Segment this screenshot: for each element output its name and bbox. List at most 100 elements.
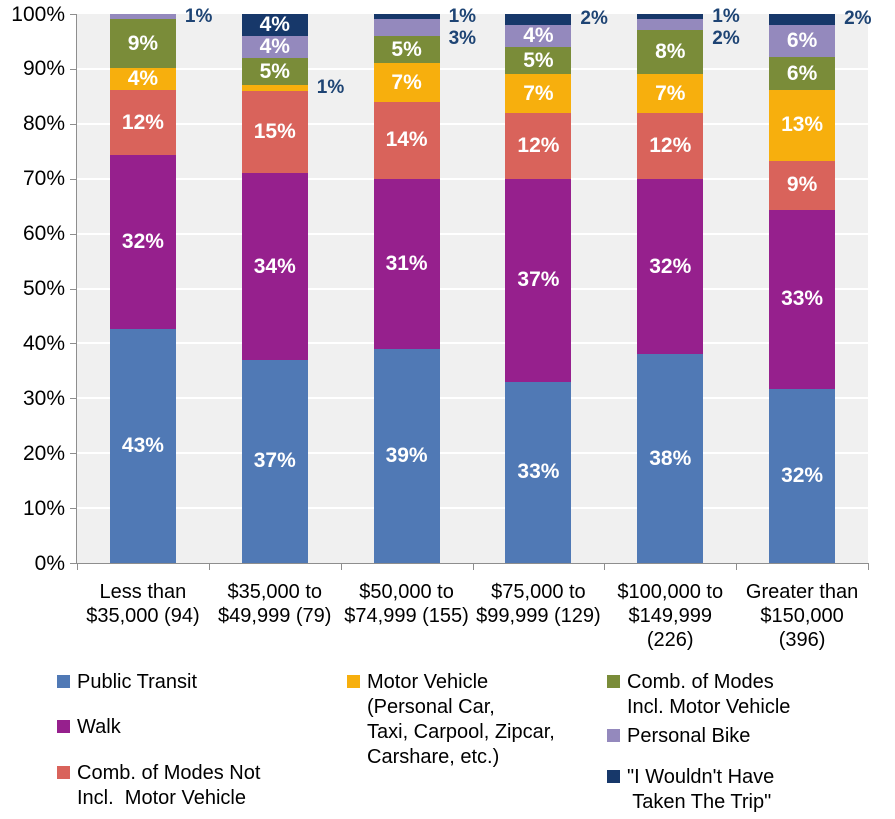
bar-segment-cat2-series1: 31% bbox=[373, 178, 440, 349]
segment-label-wrap: 7% bbox=[374, 63, 440, 101]
segment-label-wrap: 4% bbox=[242, 35, 308, 58]
segment-label-wrap: 12% bbox=[637, 113, 703, 179]
x-category-label-line: Less than bbox=[99, 581, 187, 603]
segment-label-wrap: 33% bbox=[769, 210, 835, 389]
x-tick-3 bbox=[472, 563, 474, 570]
bar-segment-cat4-series3: 7% bbox=[637, 74, 704, 113]
bar-segment-cat2-series6 bbox=[373, 14, 440, 20]
x-category-label-2: $50,000 to $74,999 (155) bbox=[335, 580, 479, 628]
gridline-70 bbox=[77, 177, 868, 180]
segment-data-label: 12% bbox=[649, 133, 692, 157]
segment-label-wrap: 39% bbox=[374, 349, 440, 563]
bar-segment-cat2-series2: 14% bbox=[373, 101, 440, 179]
bar-segment-cat5-series5: 6% bbox=[769, 24, 836, 58]
bar-segment-cat5-series1: 33% bbox=[769, 209, 836, 390]
y-tick-100 bbox=[70, 14, 76, 15]
y-tick-label-30: 30% bbox=[22, 386, 65, 410]
legend-label-line: (Personal Car, bbox=[367, 696, 495, 718]
x-category-label-line: (226) bbox=[646, 629, 694, 651]
bar-segment-cat0-series0: 43% bbox=[109, 329, 176, 563]
segment-label-wrap: 32% bbox=[769, 389, 835, 563]
bar-segment-cat5-series3: 13% bbox=[769, 90, 836, 161]
bar-segment-cat2-series4: 5% bbox=[373, 35, 440, 64]
segment-data-label: 5% bbox=[523, 48, 554, 72]
bar-segment-cat0-series3: 4% bbox=[109, 67, 176, 90]
segment-label-wrap: 14% bbox=[374, 102, 440, 179]
segment-data-label: 33% bbox=[517, 460, 560, 484]
bar-segment-cat3-series4: 5% bbox=[505, 46, 572, 75]
segment-outside-label: 2% bbox=[844, 8, 872, 30]
bar-segment-cat3-series2: 12% bbox=[505, 112, 572, 179]
bar-segment-cat5-series4: 6% bbox=[769, 57, 836, 91]
bar-segment-cat3-series5: 4% bbox=[505, 23, 572, 47]
legend-label-line: Walk bbox=[77, 716, 121, 738]
bar-segment-cat4-series5 bbox=[637, 19, 704, 31]
segment-outside-label: 3% bbox=[448, 28, 477, 49]
segment-data-label: 37% bbox=[517, 268, 560, 292]
bar-segment-cat5-series0: 32% bbox=[769, 389, 836, 563]
segment-label-wrap: 38% bbox=[637, 354, 703, 563]
gridline-20 bbox=[77, 452, 868, 455]
legend-item-label: Walk bbox=[77, 715, 121, 740]
legend-item-label: Public Transit bbox=[77, 670, 197, 695]
segment-data-label: 6% bbox=[786, 29, 818, 53]
x-axis-line bbox=[76, 563, 868, 564]
bar-segment-cat1-series3 bbox=[241, 85, 308, 91]
segment-label-wrap: 15% bbox=[242, 91, 308, 173]
segment-data-label: 9% bbox=[127, 31, 159, 55]
x-category-label-line: $100,000 to bbox=[617, 581, 724, 603]
bar-segment-cat4-series0: 38% bbox=[637, 354, 704, 563]
segment-data-label: 8% bbox=[655, 40, 686, 64]
x-category-label-line: $35,000 (94) bbox=[86, 605, 200, 627]
gridline-60 bbox=[77, 232, 868, 235]
y-axis-line bbox=[76, 14, 77, 564]
legend-label-line: Incl. Motor Vehicle bbox=[77, 787, 246, 809]
y-tick-40 bbox=[70, 343, 76, 345]
y-tick-label-40: 40% bbox=[22, 331, 65, 355]
segment-outside-label: 1% bbox=[712, 6, 740, 27]
segment-label-wrap: 5% bbox=[505, 47, 571, 74]
segment-label-wrap: 9% bbox=[769, 161, 835, 210]
y-tick-80 bbox=[70, 123, 76, 125]
legend-swatch-icon bbox=[57, 675, 70, 688]
segment-data-label: 12% bbox=[517, 133, 560, 157]
x-tick-2 bbox=[340, 563, 342, 570]
x-category-label-line: Greater than bbox=[745, 581, 859, 603]
legend-label-line: Carshare, etc.) bbox=[367, 746, 500, 768]
legend-item-label: Comb. of Modes Not Incl. Motor Vehicle bbox=[77, 761, 260, 811]
segment-data-label: 4% bbox=[259, 12, 290, 36]
bar-segment-cat0-series2: 12% bbox=[109, 90, 176, 156]
segment-label-wrap: 8% bbox=[637, 30, 703, 74]
x-category-label-4: $100,000 to $149,999 (226) bbox=[598, 580, 742, 652]
bar-segment-cat2-series3: 7% bbox=[373, 63, 440, 102]
legend-label-line: Personal Bike bbox=[627, 725, 751, 747]
segment-data-label: 5% bbox=[259, 59, 290, 83]
segment-label-wrap: 6% bbox=[769, 25, 835, 58]
segment-label-wrap: 43% bbox=[110, 329, 176, 563]
x-category-label-line: $74,999 (155) bbox=[344, 605, 469, 627]
bar-segment-cat3-series1: 37% bbox=[505, 178, 572, 382]
bar-segment-cat3-series6 bbox=[505, 14, 572, 25]
segment-data-label: 6% bbox=[786, 61, 818, 85]
segment-label-wrap: 12% bbox=[110, 90, 176, 155]
x-category-label-line: $49,999 (79) bbox=[218, 605, 332, 627]
x-category-label-line: $50,000 to bbox=[359, 581, 454, 603]
segment-label-wrap: 13% bbox=[769, 90, 835, 161]
segment-label-wrap: 33% bbox=[505, 382, 571, 563]
segment-data-label: 7% bbox=[655, 81, 686, 105]
x-tick-1 bbox=[208, 563, 210, 570]
segment-data-label: 43% bbox=[121, 434, 164, 458]
y-tick-label-10: 10% bbox=[22, 496, 65, 520]
x-category-label-line: $35,000 to bbox=[227, 581, 322, 603]
legend-swatch-icon bbox=[607, 770, 620, 783]
bar-segment-cat3-series0: 33% bbox=[505, 381, 572, 563]
segment-label-wrap: 5% bbox=[242, 58, 308, 85]
x-category-label-1: $35,000 to $49,999 (79) bbox=[203, 580, 347, 628]
bar-segment-cat2-series5 bbox=[373, 19, 440, 36]
x-category-label-5: Greater than $150,000 (396) bbox=[730, 580, 874, 652]
legend-swatch-icon bbox=[607, 729, 620, 742]
gridline-50 bbox=[77, 287, 868, 290]
bar-segment-cat4-series2: 12% bbox=[637, 112, 704, 179]
segment-data-label: 4% bbox=[523, 23, 554, 47]
